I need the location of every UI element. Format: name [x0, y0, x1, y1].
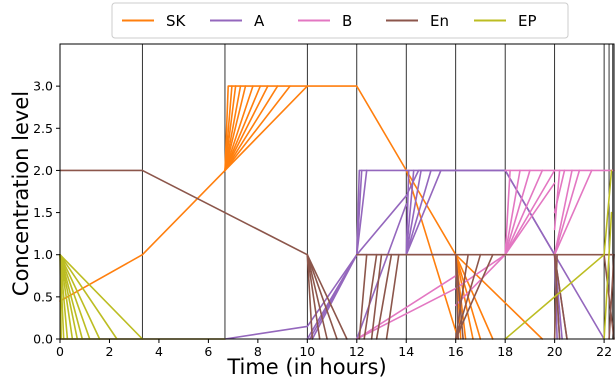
series-sk-line-9	[224, 85, 279, 172]
y-tick-label: 3.0	[33, 79, 53, 94]
x-axis-title: Time (in hours)	[226, 355, 386, 377]
series-sk-line-3	[224, 85, 237, 172]
x-tick-label: 18	[497, 344, 513, 359]
legend-label-en: En	[430, 12, 449, 30]
series-en-line-0	[59, 169, 321, 340]
series-a-line-16	[553, 253, 605, 340]
series-en-line-1	[306, 253, 314, 340]
axis-ticks: 0 2 4 6 8 10 12 14 16 18 20 22 0.0 0.5 1.0 1.5 2.0 2.5 3.0	[33, 79, 612, 359]
series-a-line-9	[405, 169, 415, 256]
x-tick-label: 6	[204, 344, 212, 359]
series-a-line-10	[405, 169, 422, 256]
series-en-line-13	[454, 253, 469, 340]
y-tick-label: 1.5	[33, 205, 53, 220]
series-en-line-4	[306, 253, 348, 340]
y-tick-label: 0.5	[33, 289, 53, 304]
legend-label-b: B	[342, 12, 352, 30]
series-sk-line-6	[224, 85, 254, 172]
series-b-line-5	[504, 169, 531, 256]
series-ep-line-9	[59, 253, 144, 340]
series-b-line-7	[504, 182, 556, 256]
legend-label-a: A	[254, 12, 265, 30]
series-b-line-13	[553, 169, 561, 231]
x-tick-label: 4	[155, 344, 163, 359]
series-a-line-8	[405, 169, 410, 256]
series-b-line-4	[504, 169, 521, 256]
series-en-line-3	[306, 253, 338, 340]
legend: SK A B En EP	[111, 2, 569, 39]
series-a-line-7	[356, 203, 408, 340]
x-tick-label: 10	[299, 344, 315, 359]
series-en-line-2	[306, 253, 328, 340]
series-b-line-3	[504, 169, 511, 256]
series-sk-line-1	[224, 85, 309, 172]
series-a-line-11	[405, 169, 432, 256]
series-sk-line-8	[224, 85, 269, 172]
series-en-line-9	[375, 253, 393, 340]
series-a-line-6	[356, 169, 368, 256]
y-tick-label: 0.0	[33, 332, 53, 347]
series-ep-line-11	[603, 211, 613, 340]
series-ep-line-6	[59, 253, 91, 340]
legend-label-sk: SK	[166, 12, 187, 30]
series-sk-line-4	[224, 85, 242, 172]
series-a-line-12	[405, 169, 442, 256]
x-tick-label: 12	[349, 344, 365, 359]
y-tick-label: 1.0	[33, 247, 53, 262]
x-tick-label: 22	[596, 344, 612, 359]
series-ep-line-10	[504, 169, 613, 340]
x-tick-label: 20	[547, 344, 563, 359]
x-tick-label: 16	[448, 344, 464, 359]
series-en-line-7	[363, 253, 378, 340]
series-sk-line-10	[224, 85, 291, 172]
phase-boundary-lines	[141, 44, 614, 339]
series-en-line-19	[603, 253, 615, 340]
series-en-line-14	[454, 253, 482, 340]
series-sk-line-5	[224, 85, 247, 172]
series-sk-line-7	[224, 85, 262, 172]
series-a-line-3	[311, 253, 358, 340]
series-b-line-12	[553, 169, 593, 256]
series-b-line-11	[553, 169, 581, 256]
series-en-line-10	[385, 253, 400, 340]
series-en-line-15	[454, 253, 494, 340]
series-en-line-20	[608, 253, 615, 340]
y-tick-label: 2.5	[33, 121, 53, 136]
x-tick-label: 2	[105, 344, 113, 359]
legend-label-ep: EP	[518, 12, 537, 30]
series-ep-line-2	[59, 253, 69, 340]
series-ep-line-7	[59, 253, 101, 340]
series-a-line-5	[356, 169, 363, 256]
series-b-line-10	[553, 169, 573, 256]
plot-area-lines	[59, 85, 615, 340]
series-en-line-6	[358, 253, 368, 340]
series-en-line-8	[370, 253, 383, 340]
x-tick-label: 14	[398, 344, 414, 359]
series-ep-line-5	[59, 253, 84, 340]
y-tick-label: 2.0	[33, 163, 53, 178]
series-ep-line-4	[59, 253, 79, 340]
y-axis-title: Concentration level	[9, 91, 33, 296]
series-en-line-16	[553, 253, 561, 340]
x-tick-label: 0	[56, 344, 64, 359]
series-sk-line-16	[454, 253, 544, 340]
plot-frame	[59, 43, 615, 340]
x-tick-label: 8	[254, 344, 262, 359]
series-sk-line-0	[59, 85, 482, 340]
series-b-line-6	[504, 169, 544, 256]
series-b-line-2	[454, 253, 506, 307]
series-ep-line-8	[59, 253, 118, 340]
legend-box	[111, 2, 569, 39]
